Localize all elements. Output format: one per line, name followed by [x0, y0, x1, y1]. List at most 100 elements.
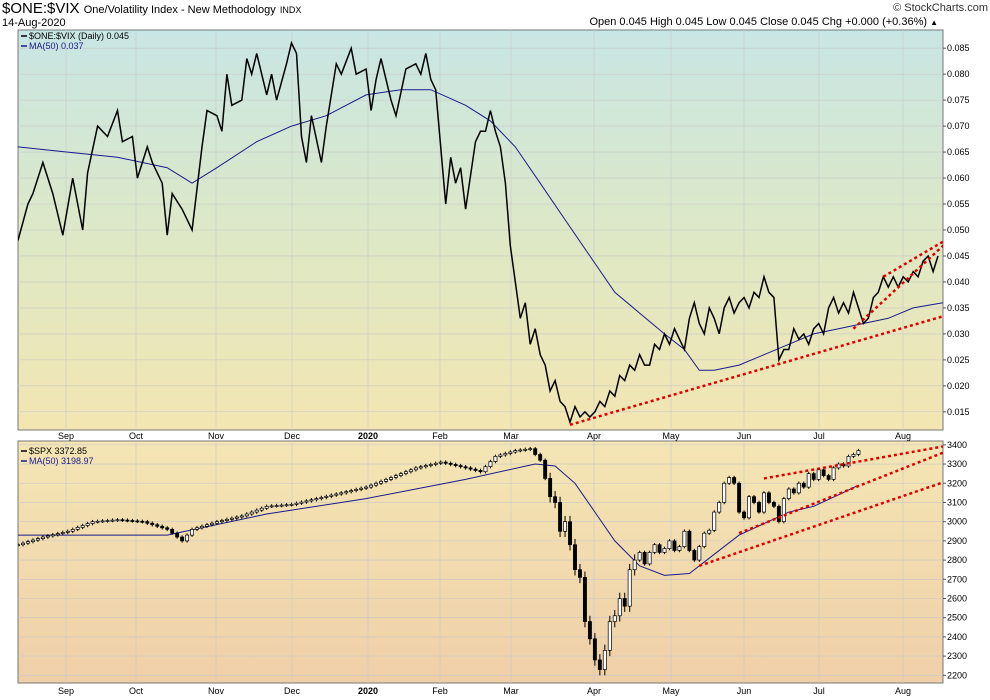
top-x-axis: Sep Oct Nov Dec 2020 Feb Mar Apr May Jun Jul Aug [58, 431, 911, 441]
spx-bar-body [831, 467, 836, 480]
spx-bar-body [757, 502, 761, 513]
spx-bar-body [304, 500, 309, 503]
spx-bar-body [160, 525, 165, 529]
spx-bar-body [443, 461, 448, 464]
spx-bar-body [478, 470, 483, 473]
spx-bar-body [747, 496, 751, 519]
spx-bar-body [80, 525, 85, 528]
spx-bar-body [483, 466, 488, 473]
spx-bar-body [637, 552, 642, 561]
spx-bar-body [234, 516, 239, 519]
spx-bar-body [722, 482, 727, 503]
bottom-month-label: 2020 [358, 686, 378, 696]
vix-trendline [569, 315, 943, 427]
spx-bar-body [408, 469, 413, 473]
spx-bar-body [413, 467, 418, 471]
spx-bar-body [752, 496, 756, 503]
spx-trendlines [698, 445, 943, 568]
spx-bar-body [299, 501, 304, 504]
spx-bar-body [170, 528, 175, 534]
spx-bar-body [672, 540, 677, 551]
spx-bar-body [21, 542, 25, 546]
bottom-y-tick-label: 2400 [947, 632, 967, 642]
spx-bar-body [513, 450, 518, 453]
vix-price-line [18, 40, 939, 425]
spx-bar-body [453, 464, 458, 466]
bottom-y-tick-label: 2600 [947, 593, 967, 603]
legend-label: $ONE:$VIX (Daily) 0.045 [29, 31, 129, 41]
spx-bar-body [45, 535, 50, 538]
spx-bar-body [597, 659, 602, 670]
spx-bar-body [294, 502, 299, 505]
bottom-month-label: Feb [432, 686, 448, 696]
ticker-name: One/Volatility Index - New Methodology [83, 4, 276, 16]
ohlc-values: Open 0.045 High 0.045 Low 0.045 Close 0.… [589, 16, 928, 28]
spx-bar-body [592, 638, 597, 661]
top-y-tick-label: 0.080 [947, 69, 970, 79]
bottom-y-tick-label: 3100 [947, 497, 967, 507]
top-y-tick-label: 0.035 [947, 303, 970, 313]
spx-bar-body [548, 478, 553, 498]
spx-bar-body [244, 513, 249, 517]
spx-bar-body [214, 521, 219, 524]
spx-bar-body [55, 533, 60, 536]
spx-bar-body [379, 480, 383, 484]
ohlc-readout: Open 0.045 High 0.045 Low 0.045 Close 0.… [589, 16, 938, 28]
spx-bar-body [334, 493, 339, 496]
spx-bar-body [568, 521, 572, 546]
spx-bar-body [339, 492, 344, 495]
spx-bar-body [717, 502, 722, 513]
spx-bar-body [806, 473, 811, 488]
vix-trendline [852, 244, 943, 330]
spx-bar-body [394, 475, 398, 478]
spx-bar-body [95, 520, 100, 523]
spx-bar-body [175, 532, 180, 538]
spx-bar-body [657, 544, 662, 553]
spx-bar-body [25, 541, 30, 544]
spx-bar-body [707, 529, 712, 534]
spx-bar-body [85, 523, 90, 526]
spx-bar-body [498, 454, 503, 457]
spx-bar-body [349, 490, 354, 493]
top-month-label: Sep [58, 431, 74, 441]
spx-bar-body [329, 494, 334, 497]
vix-trendlines [569, 240, 943, 427]
bottom-y-tick-label: 2700 [947, 574, 967, 584]
spx-bar-body [543, 459, 548, 479]
spx-bar-body [190, 528, 195, 536]
spx-bar-body [558, 502, 563, 532]
spx-bar-body [776, 505, 781, 523]
top-y-tick-label: 0.085 [947, 43, 970, 53]
spx-bar-body [493, 456, 498, 462]
bottom-y-tick-label: 3400 [947, 440, 967, 450]
bottom-month-label: Apr [587, 686, 601, 696]
ohlc-arrow: ▲ [930, 18, 938, 27]
spx-bar-body [274, 505, 279, 507]
spx-bar-body [180, 536, 185, 542]
spx-bar-body [165, 527, 170, 530]
spx-bar-body [573, 544, 577, 571]
top-y-axis: 0.015 0.020 0.025 0.030 0.035 0.040 0.045 0.050… [943, 43, 970, 417]
top-month-label: Apr [587, 431, 601, 441]
spx-bar-body [553, 496, 558, 503]
top-y-tick-label: 0.015 [947, 407, 970, 417]
spx-bar-body [677, 546, 682, 551]
spx-bar-body [185, 534, 190, 542]
spx-bar-body [344, 491, 349, 494]
spx-bar-body [145, 521, 150, 524]
spx-bar-body [70, 528, 75, 532]
spx-bar-body [602, 649, 607, 670]
bottom-month-label: Nov [208, 686, 225, 696]
spx-bar-body [40, 536, 45, 539]
bottom-panel [17, 440, 944, 684]
spx-bar-body [403, 471, 408, 475]
ticker-exchange: INDX [279, 5, 302, 15]
spx-bar-body [284, 504, 289, 507]
top-month-label: Oct [129, 431, 144, 441]
ticker-title: $ONE:$VIX One/Volatility Index - New Met… [2, 0, 301, 17]
bottom-y-tick-label: 2500 [947, 613, 967, 623]
spx-bar-body [60, 532, 65, 534]
spx-bar-body [781, 498, 786, 523]
spx-bar-body [786, 488, 791, 499]
spx-bar-body [418, 466, 423, 469]
